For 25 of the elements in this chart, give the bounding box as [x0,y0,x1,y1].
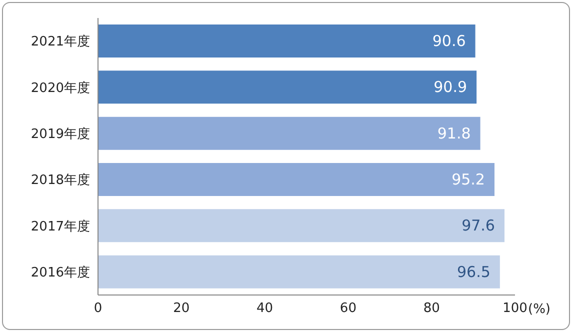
bar [98,116,482,151]
x-tick-label: 80 [423,301,440,316]
y-tick-label: 2021年度 [30,34,90,50]
bar [98,254,501,290]
x-tick-label: 100 [502,301,528,316]
data-label: 97.6 [462,216,495,235]
bar [98,162,496,197]
data-label: 90.9 [434,78,468,96]
bar [98,208,506,244]
data-label: 95.2 [452,170,485,188]
y-tick-label: 2016年度 [30,264,90,281]
y-tick-label: 2018年度 [30,172,90,188]
x-tick-label: 60 [340,301,356,316]
x-tick-label: 0 [94,301,102,316]
data-label: 90.6 [432,32,466,50]
y-tick-label: 2017年度 [30,218,90,234]
data-label: 96.5 [457,262,490,281]
bar [98,24,476,58]
y-tick-label: 2020年度 [30,80,90,96]
bar [98,70,478,105]
x-tick-label: 40 [256,301,274,316]
x-axis-title: (%) [528,302,550,317]
x-tick-label: 20 [173,301,190,316]
y-tick-label: 2019年度 [30,126,90,142]
data-label: 91.8 [437,124,471,142]
